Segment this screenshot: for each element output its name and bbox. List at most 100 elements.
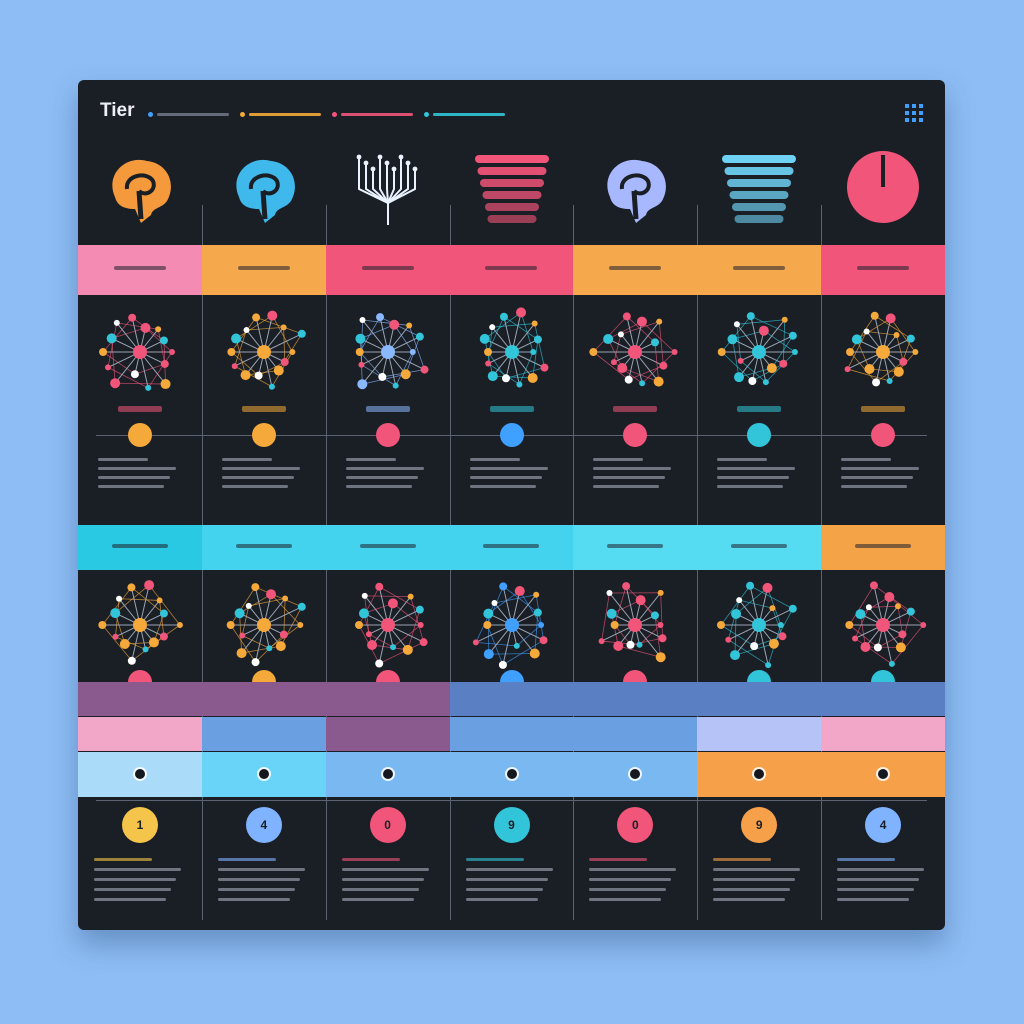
stage-badge[interactable]: [251, 423, 276, 447]
network-node: [280, 357, 289, 366]
stage-badge[interactable]: [747, 423, 772, 447]
network-node: [863, 328, 870, 335]
network-node: [106, 333, 117, 344]
step-badge[interactable]: 9: [741, 807, 778, 843]
graph-caption-placeholder: [489, 406, 534, 412]
network-node: [893, 332, 900, 339]
legend-label-placeholder: [157, 113, 229, 116]
header-label-placeholder: [857, 266, 910, 270]
header-label-placeholder: [237, 266, 290, 270]
network-node: [895, 603, 902, 610]
stage-badge[interactable]: [127, 423, 152, 447]
step-badge[interactable]: 0: [369, 807, 406, 843]
stage-header-cell: [449, 245, 575, 295]
network-node: [176, 622, 183, 628]
tier-marker[interactable]: [754, 769, 765, 779]
network-node: [872, 378, 881, 387]
description-text-placeholder: [93, 878, 176, 881]
network-node: [781, 316, 788, 323]
network-node: [636, 595, 647, 606]
network-node: [267, 310, 278, 321]
grid-menu-icon[interactable]: [905, 104, 923, 122]
stage-header-cell: [697, 525, 823, 570]
description-text-placeholder: [589, 888, 667, 891]
tier-cell: [449, 682, 575, 716]
network-node: [515, 381, 522, 388]
stage-header-cell: [573, 245, 699, 295]
tier-marker[interactable]: [134, 769, 145, 779]
stage-header-cell: [78, 525, 203, 570]
network-node: [731, 608, 742, 619]
stage-badge[interactable]: [871, 423, 896, 447]
description-text-placeholder: [345, 458, 396, 461]
tier-cell: [573, 717, 699, 751]
network-node: [898, 630, 907, 639]
step-badge[interactable]: 0: [617, 807, 654, 843]
step-badge[interactable]: 4: [865, 807, 902, 843]
description-text-placeholder: [465, 858, 524, 861]
network-node: [156, 597, 163, 604]
network-node: [375, 313, 384, 322]
network-node: [415, 332, 424, 341]
header-label-placeholder: [485, 266, 538, 270]
tier-marker[interactable]: [506, 769, 517, 779]
network-node: [789, 604, 798, 613]
tier-cell: [449, 717, 575, 751]
graph-caption-placeholder: [117, 406, 162, 412]
network-node: [110, 378, 121, 389]
network-node: [498, 582, 507, 591]
network-node: [763, 379, 770, 386]
description-text-placeholder: [217, 868, 305, 871]
network-hub: [132, 618, 147, 632]
network-node: [765, 662, 772, 669]
stage-badge[interactable]: [623, 423, 648, 447]
description-text-placeholder: [841, 467, 920, 470]
network-node: [148, 637, 159, 648]
stage-header-cell: [573, 525, 699, 570]
network-node: [888, 660, 895, 667]
description-text-placeholder: [593, 485, 660, 488]
network-node: [388, 319, 399, 330]
tier-marker[interactable]: [630, 769, 641, 779]
network-node: [297, 329, 306, 338]
network-node: [472, 639, 479, 646]
description-text-placeholder: [217, 888, 295, 891]
description-text-placeholder: [841, 485, 908, 488]
tier-cell: [325, 717, 451, 751]
network-node: [532, 591, 539, 598]
network-node: [884, 592, 895, 603]
description-text-placeholder: [837, 868, 925, 871]
network-node: [266, 645, 273, 652]
step-badge[interactable]: 4: [245, 807, 282, 843]
network-node: [844, 366, 851, 373]
legend-swatch: [332, 112, 337, 117]
tier-marker[interactable]: [382, 769, 393, 779]
header-label-placeholder: [111, 544, 168, 548]
network-node: [515, 307, 526, 318]
network-node: [144, 580, 155, 591]
tier-marker[interactable]: [878, 769, 889, 779]
description-text-placeholder: [717, 476, 790, 479]
network-node: [366, 639, 377, 650]
tier-cell: [201, 717, 327, 751]
description-text-placeholder: [221, 476, 294, 479]
network-node: [234, 608, 245, 619]
description-text-placeholder: [217, 878, 300, 881]
tier-band: [78, 717, 945, 751]
network-node: [717, 348, 726, 356]
tier-marker[interactable]: [258, 769, 269, 779]
network-node: [483, 649, 494, 660]
network-node: [651, 338, 660, 347]
network-node: [245, 602, 252, 609]
step-badge[interactable]: 9: [493, 807, 530, 843]
network-node: [490, 600, 497, 607]
network-node: [657, 622, 664, 628]
stage-badge[interactable]: [375, 423, 400, 447]
network-node: [855, 609, 866, 620]
step-badge[interactable]: 1: [121, 807, 158, 843]
stage-badge[interactable]: [499, 423, 524, 447]
network-node: [639, 380, 646, 387]
network-node: [275, 641, 286, 652]
stage-header-cell: [449, 525, 575, 570]
network-node: [128, 313, 137, 322]
